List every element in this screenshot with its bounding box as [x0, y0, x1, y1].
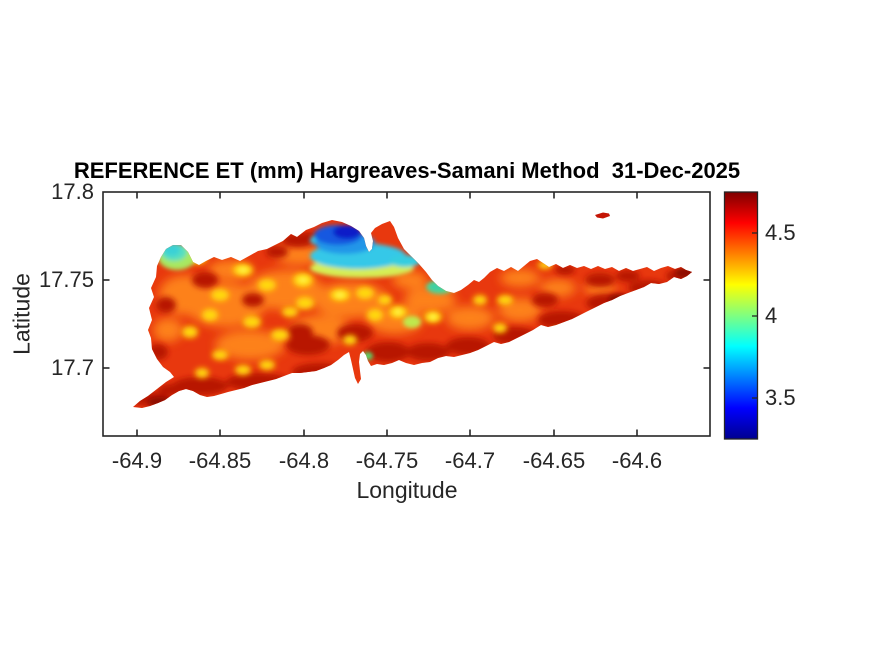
colorbar	[723, 191, 759, 440]
plot-title: REFERENCE ET (mm) Hargreaves-Samani Meth…	[73, 158, 741, 183]
x-tick-label-64-65: -64.65	[522, 448, 586, 473]
island-buck-cay	[595, 212, 610, 219]
x-tick-label-64-6: -64.6	[611, 448, 663, 473]
x-tick-label-64-85: -64.85	[188, 448, 252, 473]
y-tick-label-17-7: 17.7	[51, 355, 94, 380]
x-tick-label-64-8: -64.8	[278, 448, 330, 473]
x-tick-label-64-7: -64.7	[444, 448, 496, 473]
colorbar-tick-marks	[752, 232, 758, 399]
colorbar-tick-label-4: 4	[765, 303, 778, 328]
y-tick-label-17-8: 17.8	[51, 179, 94, 204]
colorbar-tick-label-3-5: 3.5	[765, 385, 796, 410]
axis-tick-marks	[103, 192, 710, 436]
axes-box	[102, 191, 711, 437]
et-field-texture	[133, 225, 692, 407]
y-tick-label-17-75: 17.75	[38, 267, 94, 292]
x-tick-label-64-9: -64.9	[111, 448, 163, 473]
x-axis-label: Longitude	[356, 477, 458, 503]
colorbar-tick-label-4-5: 4.5	[765, 220, 796, 245]
x-tick-label-64-75: -64.75	[355, 448, 419, 473]
